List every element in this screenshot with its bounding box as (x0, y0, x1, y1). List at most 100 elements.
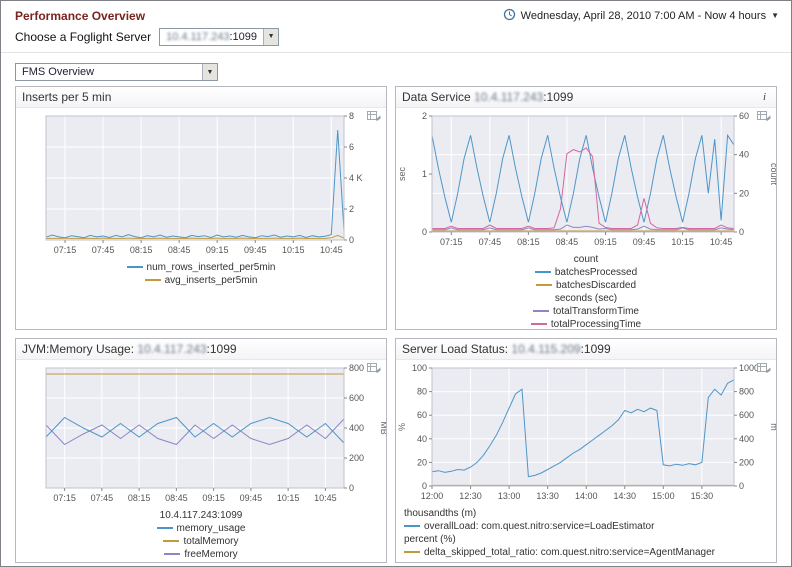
dashboard-view-select[interactable]: FMS Overview ▼ (15, 63, 218, 81)
server-picker-row: Choose a Foglight Server 10.4.117.243:10… (1, 25, 791, 53)
legend-item: overallLoad: com.quest.nitro:service=Loa… (404, 520, 776, 533)
panel-inserts-per-5min: Inserts per 5 min 07:15 07:45 08:15 08:45 09… (15, 86, 387, 330)
chart-area: 07:15 07:45 08:15 08:45 09:15 09:45 10:15 10:45… (16, 108, 386, 258)
svg-text:12:30: 12:30 (459, 491, 482, 501)
legend-swatch (164, 553, 181, 556)
panel-title: Server Load Status: 10.4.115.209:1099 (402, 342, 611, 356)
svg-text:0: 0 (349, 483, 354, 493)
series-line (432, 224, 735, 231)
top-bar: Performance Overview Wednesday, April 28… (1, 1, 791, 25)
select-arrow-icon: ▼ (202, 64, 217, 80)
chart-customizer-icon[interactable] (757, 360, 771, 378)
server-picker-label: Choose a Foglight Server (15, 29, 152, 44)
svg-text:15:00: 15:00 (652, 491, 675, 501)
panel-server-load-status: Server Load Status: 10.4.115.209:1099 12… (395, 338, 777, 563)
svg-text:60: 60 (739, 111, 749, 121)
legend-label: delta_skipped_total_ratio: com.quest.nit… (424, 547, 716, 558)
svg-text:400: 400 (349, 423, 364, 433)
series-line (45, 418, 345, 446)
chart-canvas: 07:15 07:45 08:15 08:45 09:15 09:45 10:15 10:45… (16, 360, 386, 506)
svg-text:07:45: 07:45 (479, 237, 502, 247)
svg-text:40: 40 (739, 150, 749, 160)
chart-customizer-icon[interactable] (367, 360, 381, 378)
legend-label: 10.4.117.243:1099 (159, 510, 243, 521)
series-line (431, 379, 735, 478)
svg-text:1000: 1000 (739, 363, 759, 373)
svg-text:1: 1 (422, 169, 427, 179)
info-icon[interactable]: i (762, 91, 766, 103)
time-range-control[interactable]: Wednesday, April 28, 2010 7:00 AM - Now … (503, 8, 779, 24)
panel-header: JVM:Memory Usage: 10.4.117.243:1099 (16, 339, 386, 360)
panel-jvm-memory-usage: JVM:Memory Usage: 10.4.117.243:1099 07:1… (15, 338, 387, 563)
legend-item: totalProcessingTime (396, 318, 776, 329)
legend-group-header: count (396, 253, 776, 266)
svg-text:0: 0 (349, 235, 354, 245)
foglight-server-select[interactable]: 10.4.117.243:1099 ▼ (159, 27, 280, 46)
chart-svg: 07:15 07:45 08:15 08:45 09:15 09:45 10:15 10:45… (45, 111, 363, 255)
dashboard-grid: Inserts per 5 min 07:15 07:45 08:15 08:45 09… (1, 86, 791, 563)
series-line (432, 147, 735, 229)
svg-text:07:45: 07:45 (92, 245, 115, 255)
chart-legend: 10.4.117.243:1099 memory_usage totalMemory… (16, 506, 386, 562)
legend-group-header: seconds (sec) (396, 292, 776, 305)
legend-label: seconds (sec) (554, 293, 618, 304)
chart-canvas: 07:15 07:45 08:15 08:45 09:15 09:45 10:15 10:45… (16, 108, 386, 258)
series-line (45, 416, 345, 444)
panel-header: Data Service 10.4.117.243:1099 i (396, 87, 776, 108)
panel-title: Data Service 10.4.117.243:1099 (402, 90, 574, 104)
svg-text:07:15: 07:15 (54, 245, 77, 255)
svg-text:07:45: 07:45 (91, 493, 114, 503)
legend-swatch (163, 540, 180, 543)
chart-svg: 07:15 07:45 08:15 08:45 09:15 09:45 10:15 10:45… (397, 111, 776, 247)
legend-item: batchesProcessed (396, 266, 776, 279)
legend-swatch (144, 279, 161, 282)
chart-legend: num_rows_inserted_per5min avg_inserts_per… (16, 258, 386, 329)
svg-text:08:15: 08:15 (517, 237, 540, 247)
chart-customizer-icon[interactable] (367, 108, 381, 126)
svg-text:80: 80 (417, 387, 427, 397)
legend-item: num_rows_inserted_per5min (16, 261, 386, 274)
svg-text:14:30: 14:30 (614, 491, 637, 501)
svg-text:07:15: 07:15 (53, 493, 76, 503)
legend-label: totalMemory (183, 536, 239, 547)
svg-text:08:15: 08:15 (130, 245, 153, 255)
svg-text:4 K: 4 K (349, 173, 363, 183)
legend-label: totalTransformTime (553, 306, 639, 317)
svg-text:09:45: 09:45 (633, 237, 656, 247)
time-range-label: Wednesday, April 28, 2010 7:00 AM - Now … (520, 9, 767, 22)
svg-text:6: 6 (349, 142, 354, 152)
svg-text:0: 0 (422, 481, 427, 491)
svg-text:08:45: 08:45 (168, 245, 191, 255)
svg-text:8: 8 (349, 111, 354, 121)
svg-text:0: 0 (739, 227, 744, 237)
svg-text:200: 200 (349, 453, 364, 463)
legend-item: totalTransformTime (396, 305, 776, 318)
svg-text:08:45: 08:45 (165, 493, 188, 503)
legend-swatch (404, 551, 420, 554)
panel-header: Server Load Status: 10.4.115.209:1099 (396, 339, 776, 360)
panel-header: Inserts per 5 min (16, 87, 386, 108)
svg-text:13:00: 13:00 (498, 491, 521, 501)
svg-text:09:45: 09:45 (240, 493, 263, 503)
legend-label: totalProcessingTime (550, 319, 642, 329)
svg-text:09:15: 09:15 (594, 237, 617, 247)
svg-text:10:15: 10:15 (277, 493, 300, 503)
svg-text:40: 40 (417, 434, 427, 444)
chart-customizer-icon[interactable] (757, 108, 771, 126)
legend-group-header: thousandths (m) (404, 507, 776, 520)
legend-label: overallLoad: com.quest.nitro:service=Loa… (424, 521, 655, 532)
legend-swatch (535, 284, 552, 287)
legend-label: avg_inserts_per5min (164, 275, 258, 286)
svg-text:0: 0 (422, 227, 427, 237)
svg-text:09:15: 09:15 (206, 245, 229, 255)
svg-text:08:45: 08:45 (556, 237, 579, 247)
legend-label: count (573, 254, 599, 265)
chart-area: 07:15 07:45 08:15 08:45 09:15 09:45 10:15 10:45… (16, 360, 386, 506)
svg-text:15:30: 15:30 (691, 491, 714, 501)
legend-label: freeMemory (184, 549, 238, 560)
series-line (45, 129, 345, 239)
time-range-clock-icon (503, 8, 516, 24)
panel-title: Inserts per 5 min (22, 90, 112, 104)
legend-item: memory_usage (16, 522, 386, 535)
svg-text:10:15: 10:15 (671, 237, 694, 247)
